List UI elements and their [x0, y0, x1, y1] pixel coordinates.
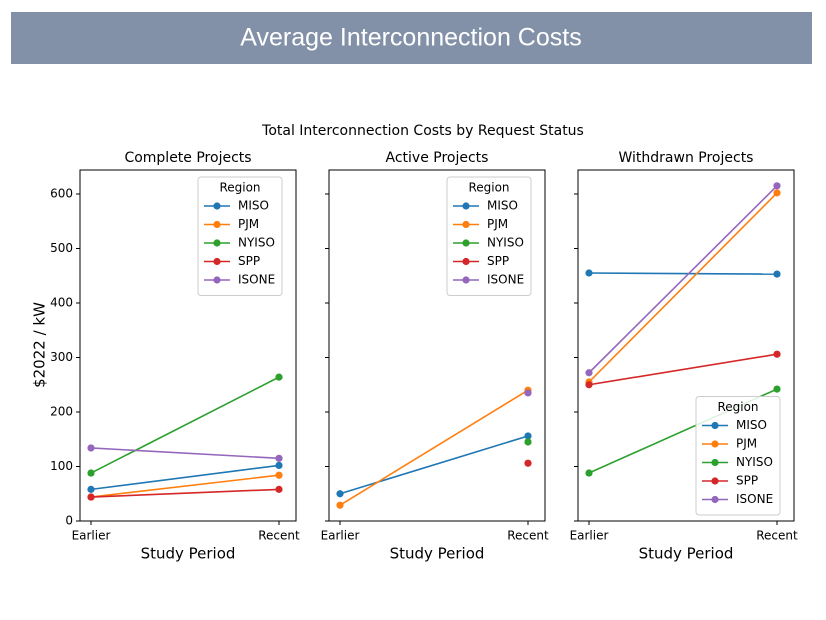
legend-dot	[462, 220, 470, 229]
x-tick-label: Earlier	[321, 529, 360, 543]
plot-frame	[328, 169, 546, 522]
point	[87, 493, 95, 501]
panel-title: Complete Projects	[124, 150, 251, 166]
point	[275, 485, 283, 493]
legend-title: Region	[717, 400, 758, 414]
series-line	[588, 192, 778, 383]
panel-title: Active Projects	[386, 150, 489, 166]
legend-label: ISONE	[238, 273, 275, 287]
point	[336, 501, 344, 509]
x-tick-label: Recent	[756, 529, 798, 543]
y-tick-label: 300	[50, 350, 73, 364]
legend-dot	[711, 477, 719, 485]
header-band	[11, 12, 812, 64]
series-line	[339, 389, 529, 506]
point	[773, 385, 781, 393]
legend-dot	[213, 276, 221, 284]
x-tick-label: Recent	[258, 529, 300, 543]
legend-label: SPP	[487, 254, 509, 268]
legend-title: Region	[219, 181, 260, 195]
x-tick-label: Earlier	[570, 529, 609, 543]
point	[87, 444, 95, 452]
series-line	[90, 464, 280, 491]
point	[524, 459, 532, 467]
legend-label: PJM	[238, 217, 259, 231]
point	[773, 189, 781, 197]
y-tick-label: 0	[65, 514, 73, 528]
point	[585, 269, 593, 277]
legend-label: MISO	[736, 418, 767, 432]
legend-dot	[711, 421, 719, 430]
point	[275, 373, 283, 381]
series-line	[588, 185, 778, 374]
series-line	[90, 474, 280, 498]
series-line	[90, 488, 280, 498]
legend-label: PJM	[487, 217, 508, 231]
legend-label: PJM	[736, 437, 757, 451]
legend-label: NYISO	[238, 236, 275, 250]
legend-dot	[213, 257, 221, 266]
point	[524, 389, 532, 397]
legend-dot	[213, 202, 221, 210]
point	[87, 485, 95, 493]
series-line	[339, 435, 529, 495]
point	[524, 432, 532, 440]
legend-label: SPP	[238, 254, 260, 268]
plot-frame	[577, 169, 795, 522]
y-tick-label: 200	[50, 404, 73, 418]
y-tick-label: 600	[50, 186, 73, 200]
point	[585, 381, 593, 389]
point	[585, 469, 593, 477]
point	[275, 454, 283, 462]
x-tick-label: Recent	[507, 529, 549, 543]
point	[773, 270, 781, 278]
x-axis-label: Study Period	[141, 545, 236, 563]
legend-dot	[711, 440, 719, 448]
legend-dot	[462, 239, 470, 247]
legend-label: ISONE	[736, 492, 773, 506]
legend-dot	[213, 239, 221, 247]
point	[275, 461, 283, 470]
point	[336, 490, 344, 498]
series-line	[90, 376, 280, 474]
point	[524, 438, 532, 446]
legend-label: ISONE	[487, 273, 524, 287]
y-tick-label: 500	[50, 241, 73, 255]
x-axis-label: Study Period	[390, 545, 485, 563]
legend-label: MISO	[487, 199, 518, 213]
legend-dot	[462, 276, 470, 284]
legend-dot	[462, 202, 470, 210]
y-axis-label: $2022 / kW	[31, 302, 49, 388]
point	[87, 469, 95, 477]
legend-dot	[462, 257, 470, 266]
legend-dot	[213, 220, 221, 229]
legend-label: NYISO	[487, 236, 524, 250]
legend-label: SPP	[736, 474, 758, 488]
point	[275, 471, 283, 479]
y-tick-label: 100	[50, 459, 73, 473]
series-line	[90, 447, 280, 460]
legend-dot	[711, 495, 719, 504]
legend-label: MISO	[238, 199, 269, 213]
header-title: Average Interconnection Costs	[240, 24, 581, 52]
legend-label: NYISO	[736, 455, 773, 469]
point	[585, 369, 593, 377]
plot-frame	[79, 169, 297, 522]
series-line	[588, 353, 778, 386]
x-axis-label: Study Period	[639, 545, 734, 563]
point	[773, 350, 781, 358]
panel-title: Withdrawn Projects	[619, 150, 754, 166]
y-tick-label: 400	[50, 295, 73, 309]
series-line	[588, 272, 778, 275]
figure-title: Total Interconnection Costs by Request S…	[261, 123, 584, 139]
point	[773, 182, 781, 190]
legend-dot	[711, 458, 719, 467]
x-tick-label: Earlier	[72, 529, 111, 543]
legend-title: Region	[468, 181, 509, 195]
